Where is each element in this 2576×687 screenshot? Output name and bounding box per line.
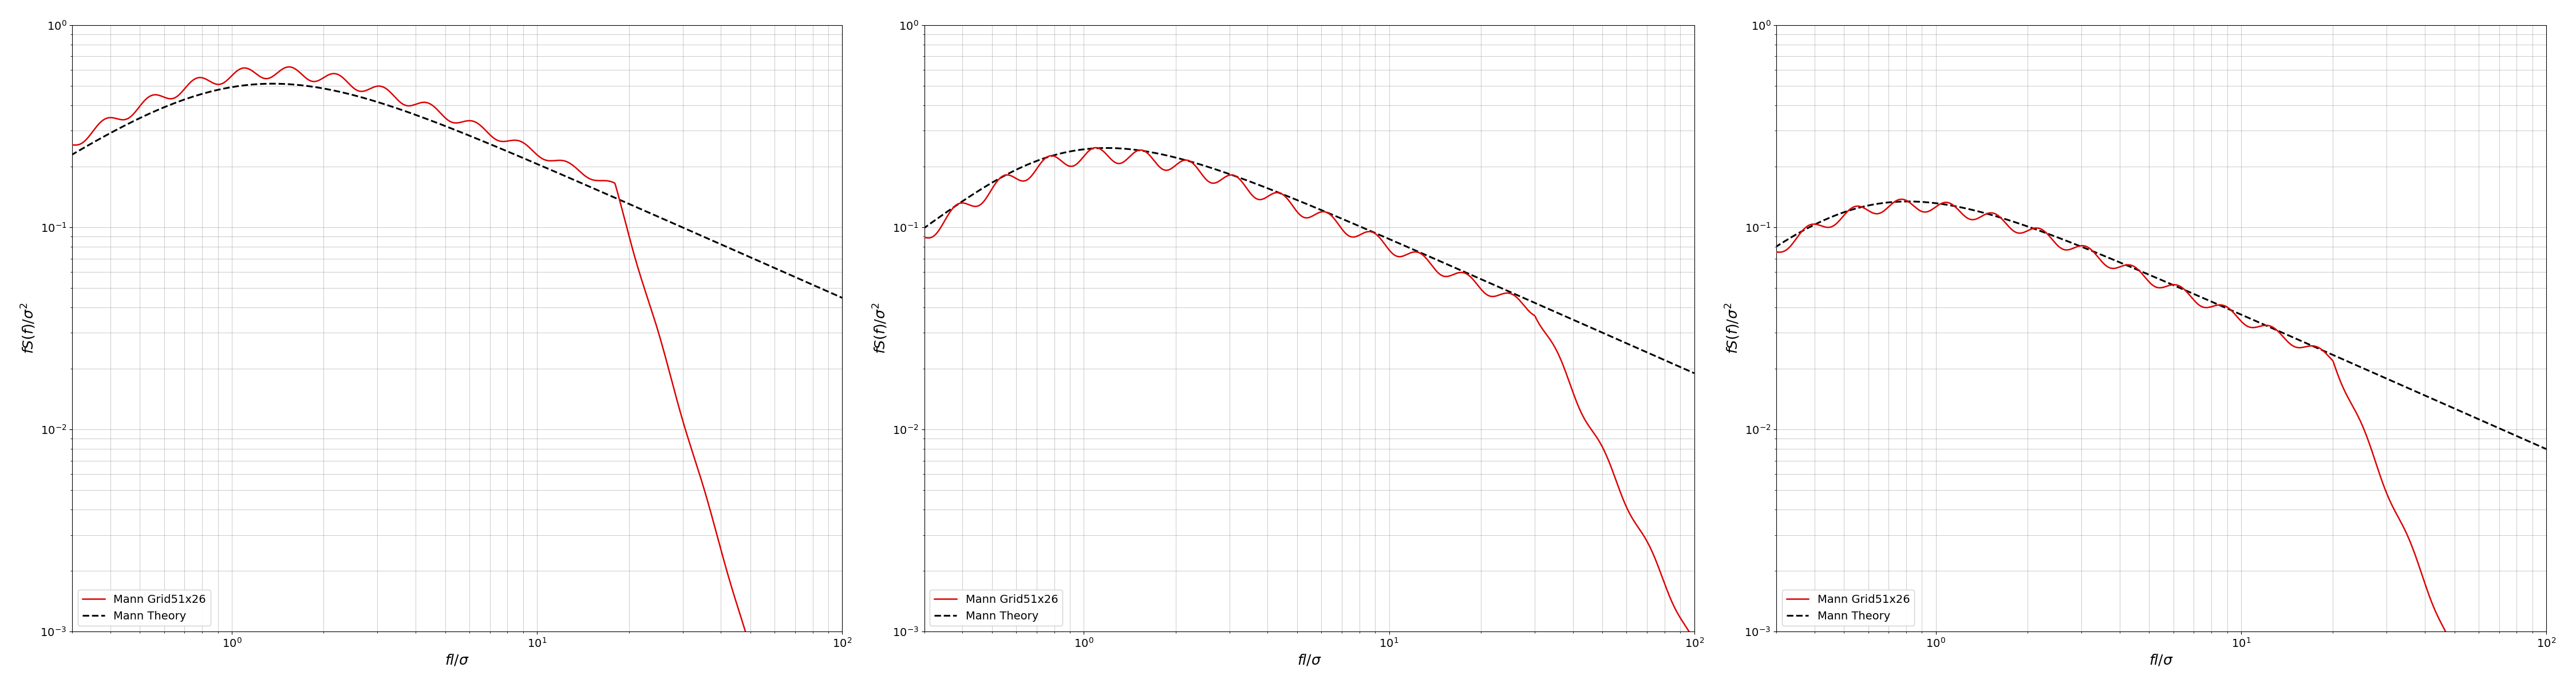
Legend: Mann Grid51x26, Mann Theory: Mann Grid51x26, Mann Theory bbox=[1783, 589, 1914, 626]
Mann Theory bbox=[1239, 179, 1270, 187]
Mann Theory bbox=[1855, 201, 1886, 209]
Mann Theory bbox=[459, 133, 489, 142]
Y-axis label: $fS(f)/\sigma^2$: $fS(f)/\sigma^2$ bbox=[21, 302, 36, 354]
Mann Theory bbox=[152, 102, 183, 111]
Mann Theory bbox=[1752, 248, 1783, 256]
Line: Mann Theory: Mann Theory bbox=[914, 148, 1695, 373]
Legend: Mann Grid51x26, Mann Theory: Mann Grid51x26, Mann Theory bbox=[930, 589, 1061, 626]
Mann Theory bbox=[2014, 223, 2045, 232]
Mann Theory bbox=[178, 92, 209, 100]
Mann Theory bbox=[1002, 165, 1033, 173]
Mann Theory bbox=[258, 80, 289, 88]
Mann Grid51x26 bbox=[2177, 295, 2208, 304]
Mann Theory bbox=[1092, 144, 1123, 152]
Mann Theory bbox=[2177, 290, 2208, 298]
Mann Theory bbox=[1680, 369, 1710, 377]
Mann Grid51x26 bbox=[386, 99, 417, 107]
Mann Theory bbox=[46, 156, 77, 164]
Mann Grid51x26 bbox=[459, 117, 489, 125]
Y-axis label: $fS(f)/\sigma^2$: $fS(f)/\sigma^2$ bbox=[871, 302, 889, 354]
X-axis label: $fl/\sigma$: $fl/\sigma$ bbox=[2148, 653, 2174, 667]
Mann Theory bbox=[1327, 214, 1358, 223]
Mann Theory bbox=[1030, 153, 1061, 161]
Line: Mann Grid51x26: Mann Grid51x26 bbox=[62, 67, 842, 687]
Line: Mann Theory: Mann Theory bbox=[62, 84, 842, 298]
Line: Mann Grid51x26: Mann Grid51x26 bbox=[1767, 199, 2545, 687]
Mann Theory bbox=[1893, 197, 1924, 205]
Mann Grid51x26 bbox=[474, 130, 505, 138]
Mann Grid51x26 bbox=[273, 63, 304, 71]
Mann Theory bbox=[2089, 252, 2120, 260]
Legend: Mann Grid51x26, Mann Theory: Mann Grid51x26, Mann Theory bbox=[77, 589, 211, 626]
Mann Grid51x26 bbox=[46, 140, 77, 148]
Mann Grid51x26 bbox=[2161, 281, 2192, 289]
Mann Grid51x26 bbox=[1030, 153, 1061, 161]
Mann Grid51x26 bbox=[1327, 224, 1358, 232]
Mann Theory bbox=[386, 106, 417, 114]
Mann Grid51x26 bbox=[1162, 159, 1193, 168]
Mann Theory bbox=[474, 139, 505, 148]
Mann Theory bbox=[312, 85, 343, 93]
Mann Grid51x26 bbox=[152, 94, 183, 102]
Mann Grid51x26 bbox=[1752, 247, 1783, 256]
Mann Theory bbox=[2161, 282, 2192, 291]
Mann Theory bbox=[899, 230, 930, 238]
Mann Grid51x26 bbox=[1002, 176, 1033, 184]
Mann Grid51x26 bbox=[2089, 261, 2120, 269]
Mann Theory bbox=[827, 294, 858, 302]
Mann Grid51x26 bbox=[312, 72, 343, 80]
Mann Grid51x26 bbox=[899, 232, 930, 240]
Mann Grid51x26 bbox=[1886, 195, 1917, 203]
Y-axis label: $fS(f)/\sigma^2$: $fS(f)/\sigma^2$ bbox=[1723, 302, 1741, 354]
Mann Grid51x26 bbox=[2014, 225, 2045, 234]
Mann Grid51x26 bbox=[1883, 196, 1914, 204]
X-axis label: $fl/\sigma$: $fl/\sigma$ bbox=[1298, 653, 1321, 667]
Mann Grid51x26 bbox=[1309, 207, 1340, 216]
Mann Grid51x26 bbox=[1079, 144, 1110, 152]
Line: Mann Grid51x26: Mann Grid51x26 bbox=[914, 148, 1695, 640]
Line: Mann Theory: Mann Theory bbox=[1767, 201, 2545, 449]
Mann Grid51x26 bbox=[1239, 192, 1270, 201]
Mann Grid51x26 bbox=[1680, 636, 1710, 644]
Mann Theory bbox=[2530, 445, 2561, 453]
Mann Theory bbox=[1883, 198, 1914, 206]
Mann Grid51x26 bbox=[178, 75, 209, 83]
Mann Theory bbox=[1309, 207, 1340, 216]
Mann Theory bbox=[1162, 154, 1193, 162]
X-axis label: $fl/\sigma$: $fl/\sigma$ bbox=[446, 653, 469, 667]
Mann Grid51x26 bbox=[1855, 207, 1886, 216]
